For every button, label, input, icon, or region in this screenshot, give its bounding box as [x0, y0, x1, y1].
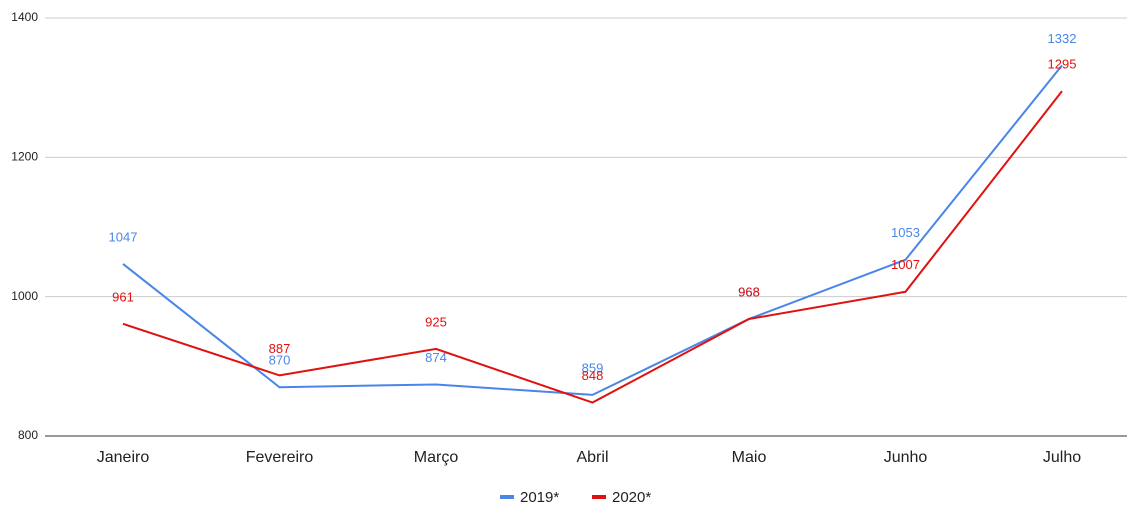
data-label: 1295	[1048, 57, 1077, 72]
y-tick-label: 1000	[11, 289, 38, 303]
series-line	[122, 64, 1063, 396]
data-label: 968	[738, 284, 760, 299]
legend-label: 2020*	[612, 489, 651, 506]
y-tick-label: 800	[18, 428, 38, 442]
legend-swatch	[500, 495, 514, 499]
data-label: 1332	[1048, 31, 1077, 46]
legend-swatch	[592, 495, 606, 499]
y-tick-label: 1400	[11, 10, 38, 24]
x-tick-label: Janeiro	[97, 449, 150, 466]
series-line	[122, 90, 1063, 404]
x-tick-label: Maio	[732, 449, 767, 466]
data-label: 870	[269, 353, 291, 368]
data-label: 961	[112, 289, 134, 304]
x-tick-label: Abril	[576, 449, 608, 466]
legend-label: 2019*	[520, 489, 559, 506]
data-label: 848	[582, 368, 604, 383]
x-tick-label: Março	[414, 449, 459, 466]
data-label: 887	[269, 341, 291, 356]
data-label: 1053	[891, 225, 920, 240]
x-tick-label: Julho	[1043, 449, 1081, 466]
y-tick-label: 1200	[11, 150, 38, 164]
data-label: 1047	[109, 229, 138, 244]
x-tick-label: Fevereiro	[246, 449, 314, 466]
data-label: 874	[425, 350, 447, 365]
data-label: 925	[425, 314, 447, 329]
data-label: 1007	[891, 257, 920, 272]
data-label: 859	[582, 360, 604, 375]
data-label: 968	[738, 284, 760, 299]
x-tick-label: Junho	[884, 449, 928, 466]
